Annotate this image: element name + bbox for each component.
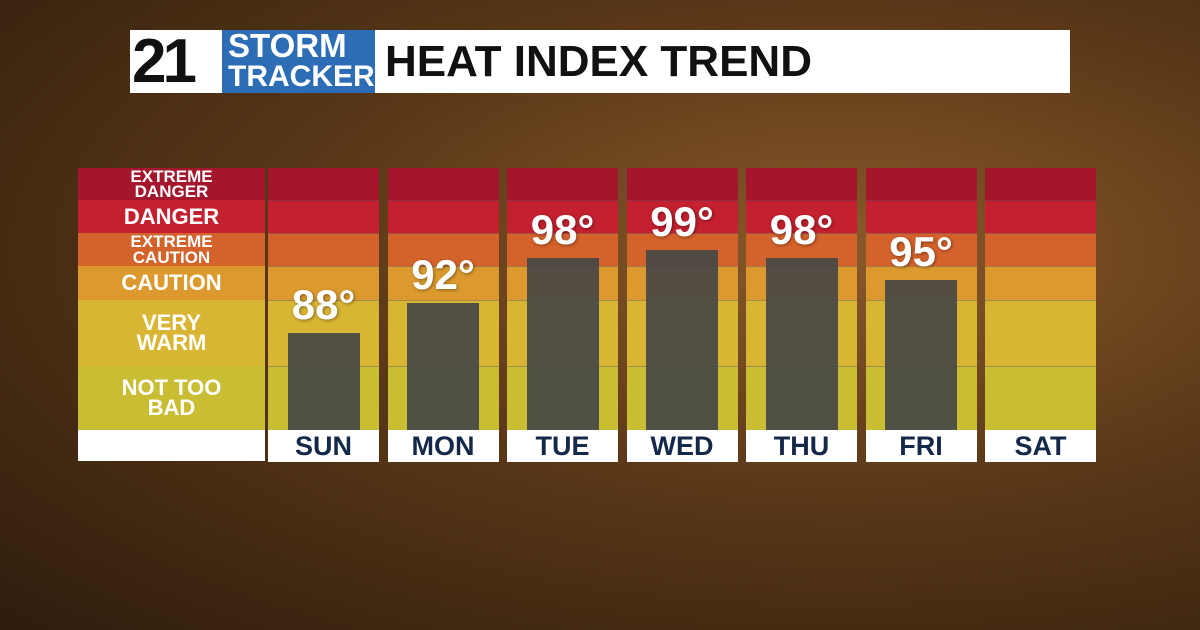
brand-line: STORM xyxy=(228,27,347,64)
bar xyxy=(646,250,718,430)
zone-band xyxy=(78,200,265,233)
bar xyxy=(885,280,957,430)
zone-label: NOT TOO BAD xyxy=(121,375,222,420)
value-label: 98° xyxy=(769,205,834,253)
zone-label: CAUTION xyxy=(121,270,222,296)
label-column-footer xyxy=(78,430,265,461)
zone-label: EXTREME CAUTION xyxy=(130,232,213,267)
zone-band xyxy=(78,233,265,266)
x-tick-label: SUN xyxy=(268,430,379,462)
value-label: 95° xyxy=(889,228,953,276)
zone-band xyxy=(865,168,977,200)
zone-band xyxy=(985,168,1096,200)
x-tick-label: FRI xyxy=(865,430,977,462)
x-tick-label: THU xyxy=(746,430,857,462)
bar xyxy=(407,302,479,430)
channel-number: 21 xyxy=(132,27,197,96)
zone-label: DANGER xyxy=(123,203,220,229)
x-tick-label: MON xyxy=(387,430,499,462)
zone-band xyxy=(387,233,499,266)
zone-band xyxy=(985,200,1096,233)
zone-band xyxy=(387,200,499,233)
zone-band xyxy=(626,168,738,200)
zone-band xyxy=(865,200,977,233)
zone-band xyxy=(865,233,977,266)
bar xyxy=(526,257,599,430)
zone-band xyxy=(985,233,1096,266)
zone-label: EXTREME DANGER xyxy=(130,166,213,201)
zone-band xyxy=(985,366,1096,430)
zone-band xyxy=(387,266,499,300)
value-label: 88° xyxy=(291,280,356,328)
bar xyxy=(287,332,360,430)
brand-line: TRACKER xyxy=(228,60,375,93)
zone-band xyxy=(268,200,379,233)
zone-band xyxy=(507,200,618,233)
value-label: 92° xyxy=(411,250,475,298)
zone-band xyxy=(78,300,265,366)
zone-band xyxy=(985,300,1096,366)
x-tick-label: WED xyxy=(626,430,738,462)
value-label: 99° xyxy=(650,198,714,246)
zone-band xyxy=(78,366,265,430)
zone-band xyxy=(746,168,857,200)
zone-band xyxy=(746,200,857,233)
zone-band xyxy=(507,168,618,200)
zone-label: VERY WARM xyxy=(136,310,207,355)
bar xyxy=(765,257,838,430)
zone-band xyxy=(985,266,1096,300)
x-tick-label: TUE xyxy=(507,430,618,462)
x-tick-label: SAT xyxy=(985,430,1096,462)
zone-band xyxy=(78,168,265,200)
value-label: 98° xyxy=(530,205,595,253)
brand-box xyxy=(222,30,375,93)
zone-band xyxy=(626,200,738,233)
zone-band xyxy=(268,233,379,266)
zone-band xyxy=(268,168,379,200)
zone-band xyxy=(387,168,499,200)
zone-band xyxy=(268,266,379,300)
chart-title: HEAT INDEX TREND xyxy=(385,37,812,86)
zone-band xyxy=(78,266,265,300)
